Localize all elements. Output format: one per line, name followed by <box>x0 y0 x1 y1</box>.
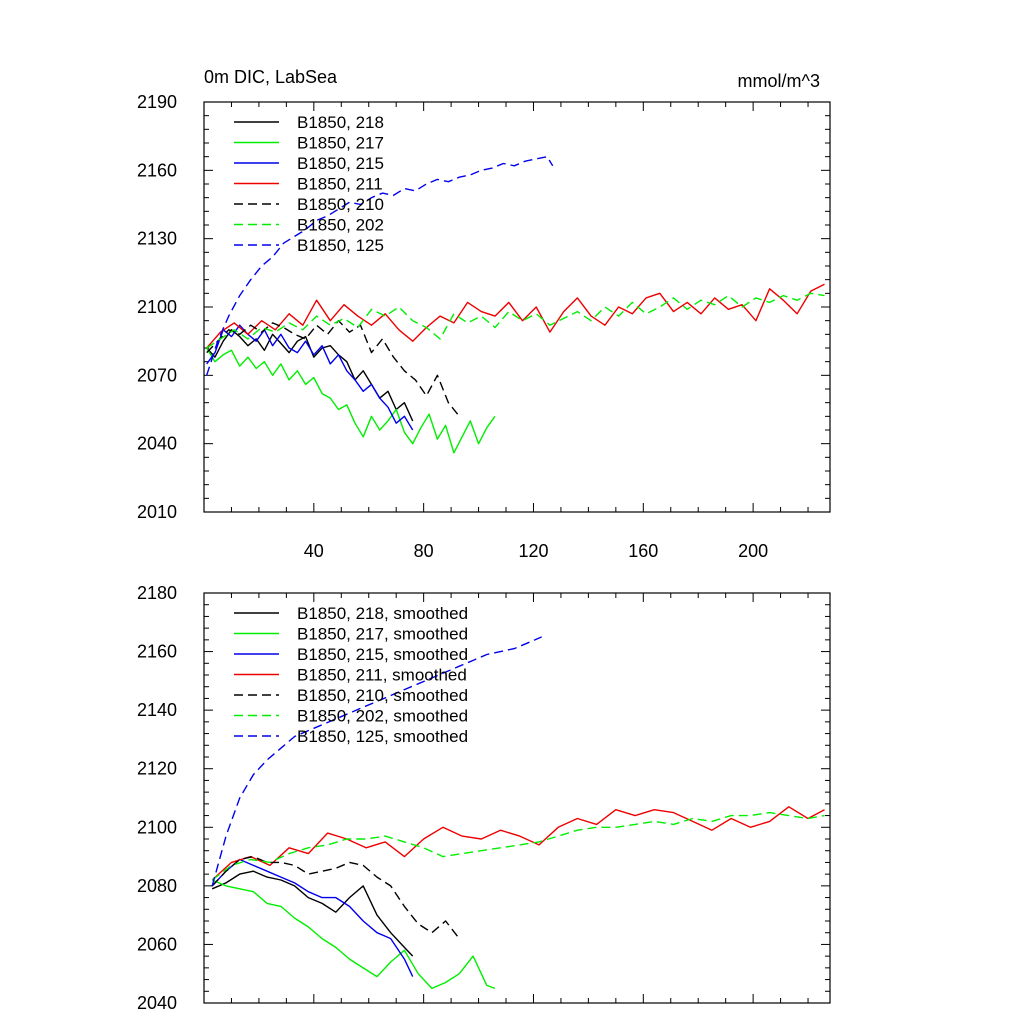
bottom-series-line-1 <box>211 879 496 990</box>
top-panel-raw: 2010 2040 2070 2100 2130 2160 2190 40 80 120 160 20… <box>137 92 831 561</box>
bottom-legend-label-5: B1850, 202, smoothed <box>297 707 468 726</box>
top-series-line-5 <box>206 292 825 349</box>
units-label: mmol/m^3 <box>738 71 820 91</box>
top-series-line-4 <box>206 320 460 417</box>
bottom-panel-smoothed: 2040 2060 2080 2100 2120 2140 2160 2180 B1850, 2… <box>137 583 831 1013</box>
top-series-line-6 <box>206 155 554 376</box>
top-y-tick-label: 2160 <box>137 160 177 180</box>
top-series-line-0 <box>206 329 414 422</box>
bottom-y-tick-label: 2100 <box>137 817 177 837</box>
bottom-plot-frame <box>203 592 831 1004</box>
bottom-y-tick-label: 2180 <box>137 583 177 603</box>
top-y-tick-label: 2100 <box>137 297 177 317</box>
top-legend-label-6: B1850, 125 <box>297 236 384 255</box>
top-legend-label-0: B1850, 218 <box>297 113 384 132</box>
top-y-tick-label: 2040 <box>137 434 177 454</box>
bottom-legend-label-4: B1850, 210, smoothed <box>297 686 468 705</box>
bottom-series-line-5 <box>211 811 825 881</box>
bottom-y-tick-label: 2080 <box>137 876 177 896</box>
top-y-tick-label: 2070 <box>137 365 177 385</box>
bottom-y-tick-label: 2140 <box>137 700 177 720</box>
bottom-series-line-2 <box>211 858 414 977</box>
bottom-legend-label-1: B1850, 217, smoothed <box>297 625 468 644</box>
top-legend-label-2: B1850, 215 <box>297 154 384 173</box>
bottom-legend-label-2: B1850, 215, smoothed <box>297 645 468 664</box>
top-y-tick-label: 2190 <box>137 92 177 112</box>
top-x-tick-label: 200 <box>738 541 768 561</box>
top-series-line-1 <box>206 347 496 454</box>
top-legend-label-5: B1850, 202 <box>297 216 384 235</box>
top-series-line-3 <box>206 283 825 349</box>
top-series-line-2 <box>206 324 414 431</box>
bottom-series-line-3 <box>211 806 825 881</box>
bottom-legend-label-3: B1850, 211, smoothed <box>297 666 467 685</box>
bottom-legend-label-0: B1850, 218, smoothed <box>297 604 468 623</box>
top-x-tick-label: 40 <box>304 541 324 561</box>
bottom-y-tick-label: 2120 <box>137 759 177 779</box>
top-legend-label-3: B1850, 211 <box>297 175 383 194</box>
bottom-y-tick-label: 2160 <box>137 642 177 662</box>
bottom-series-line-6 <box>211 636 542 887</box>
top-legend-label-4: B1850, 210 <box>297 195 384 214</box>
top-legend-label-1: B1850, 217 <box>297 134 384 153</box>
top-y-tick-label: 2130 <box>137 229 177 249</box>
bottom-y-tick-label: 2040 <box>137 993 177 1013</box>
top-x-tick-label: 120 <box>518 541 548 561</box>
bottom-y-tick-label: 2060 <box>137 934 177 954</box>
top-y-tick-label: 2010 <box>137 502 177 522</box>
top-x-tick-label: 160 <box>628 541 658 561</box>
bottom-series-line-0 <box>211 870 414 957</box>
figure-title: 0m DIC, LabSea <box>204 67 338 87</box>
bottom-legend-label-6: B1850, 125, smoothed <box>297 727 468 746</box>
top-x-tick-label: 80 <box>414 541 434 561</box>
